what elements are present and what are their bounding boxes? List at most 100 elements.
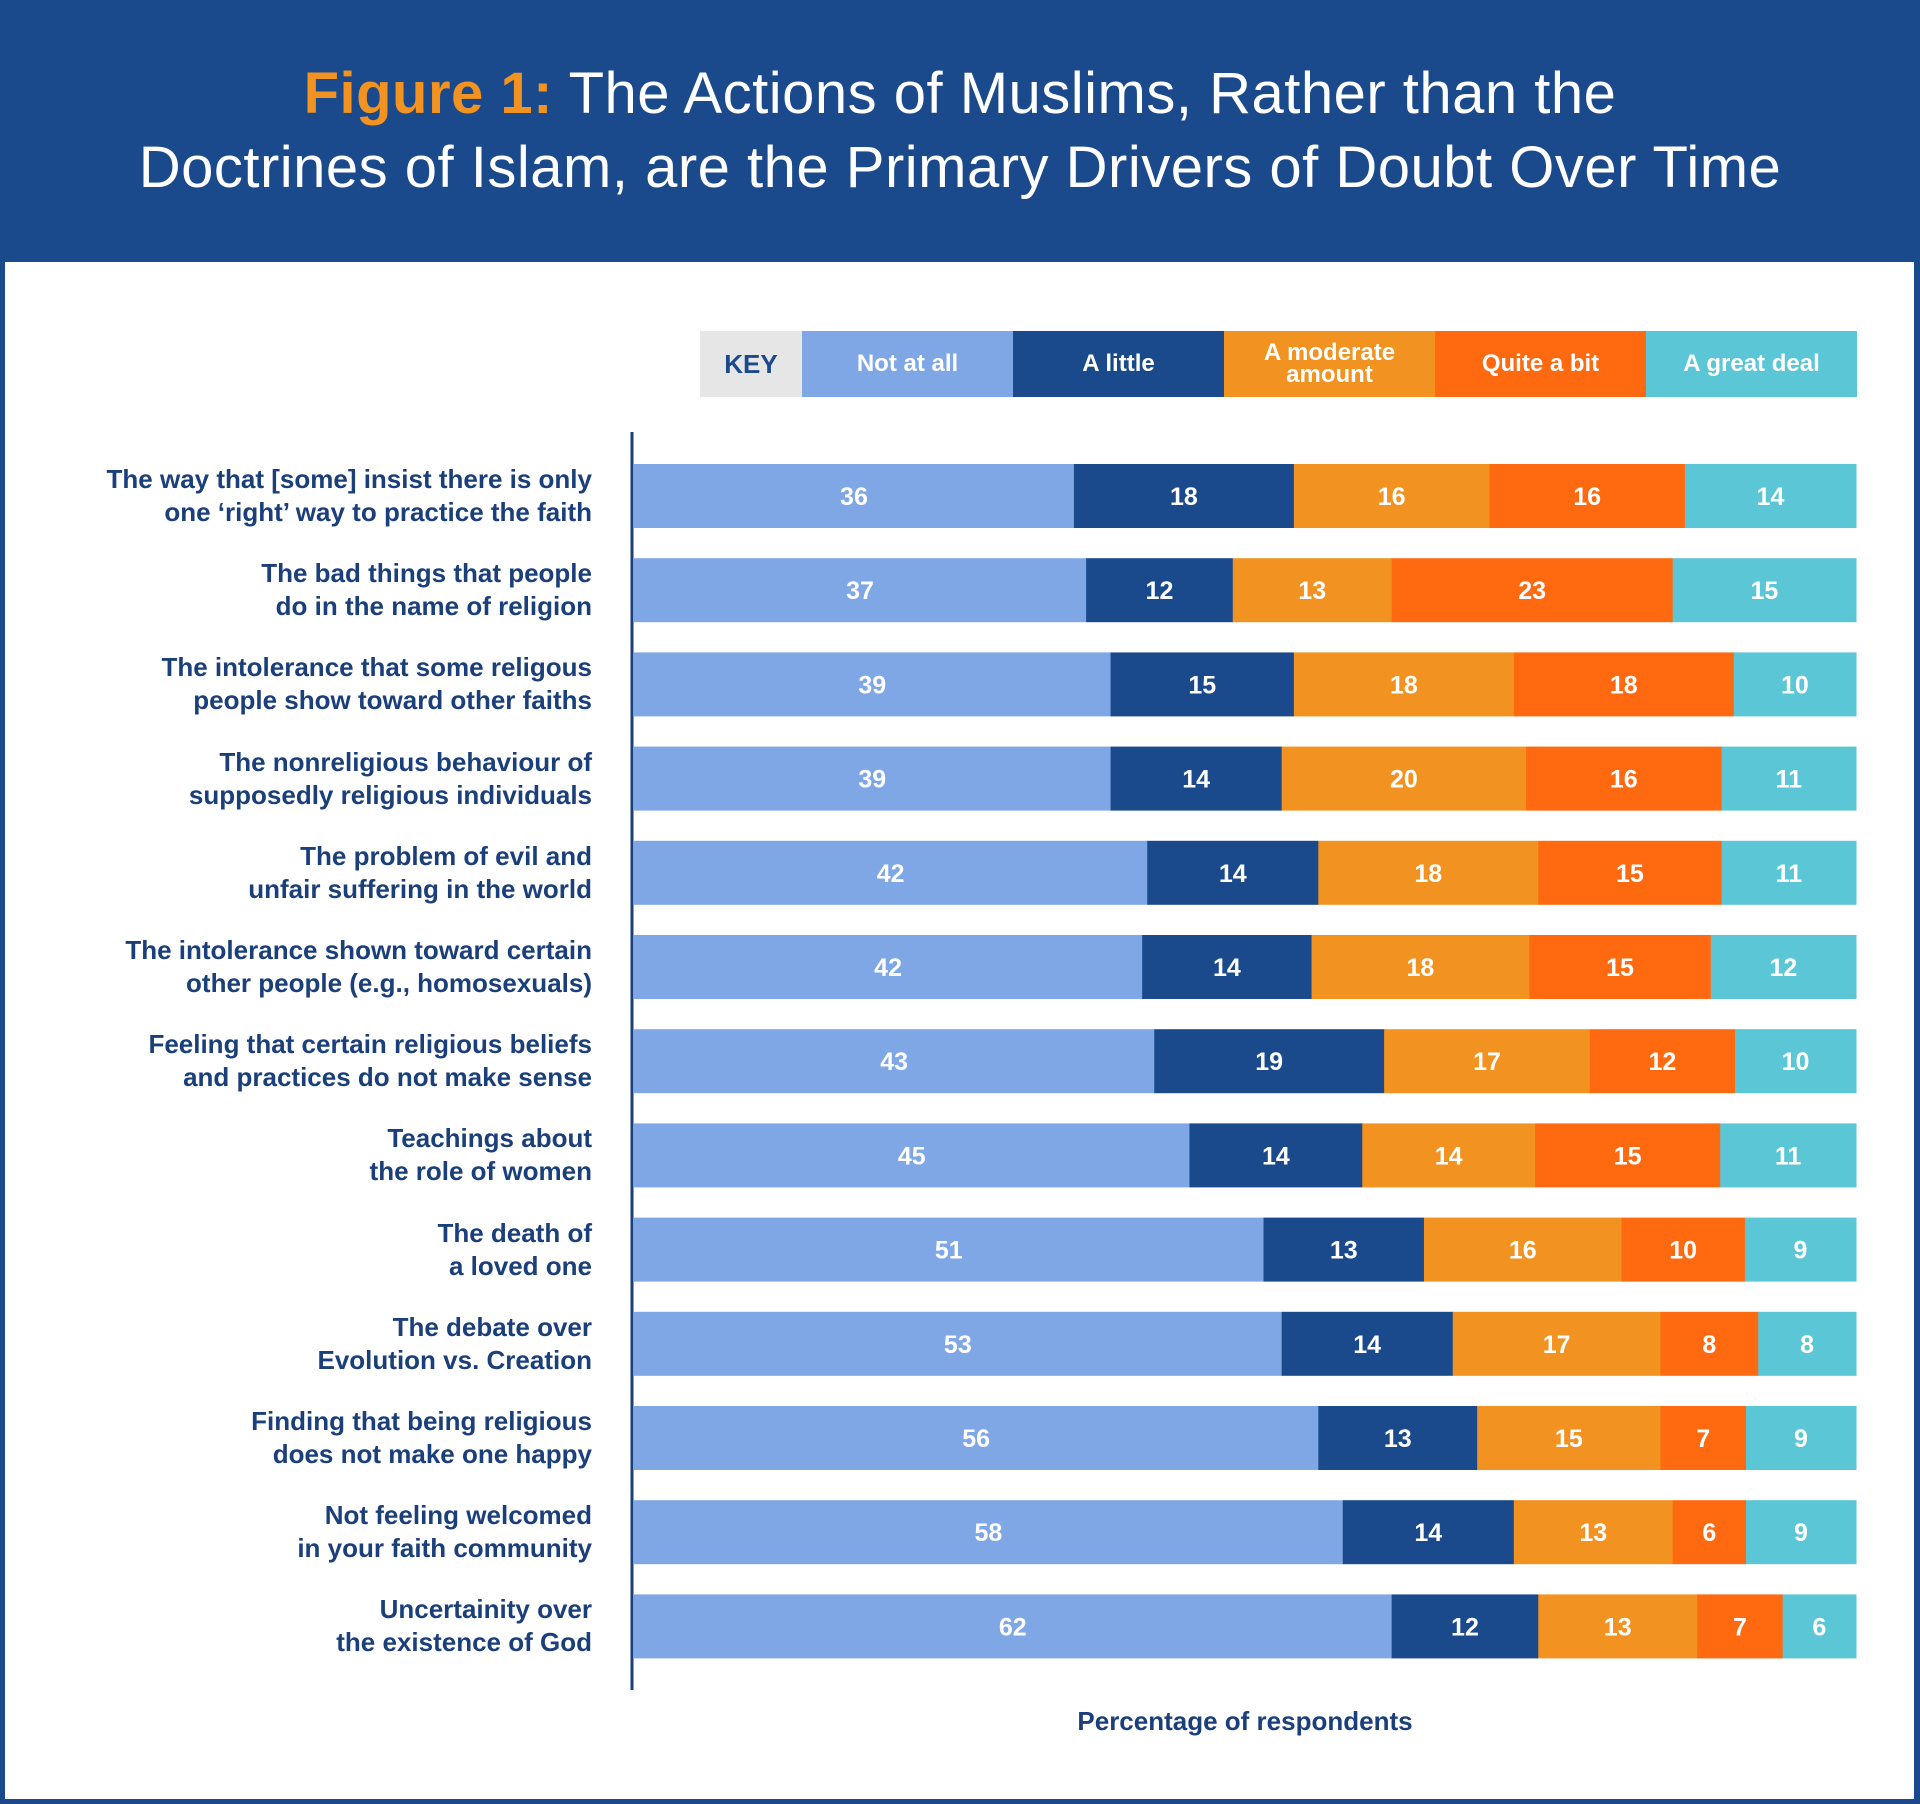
category-label-line: The death of <box>437 1217 592 1248</box>
data-label: 14 <box>1182 766 1210 794</box>
bar-segment-a-little <box>1142 935 1313 999</box>
bar-segment-a-great-deal <box>1721 746 1857 811</box>
data-label: 7 <box>1696 1425 1710 1453</box>
bar-segment-a-little <box>1086 558 1234 623</box>
data-label: 15 <box>1606 954 1634 982</box>
legend-item-quite-a-bit: Quite a bit <box>1435 331 1646 397</box>
data-label: 18 <box>1407 954 1435 982</box>
data-label: 15 <box>1750 577 1778 605</box>
category-label: The way that [some] insist there is only… <box>40 463 592 529</box>
data-label: 15 <box>1616 860 1644 888</box>
category-label: The intolerance that some religous people… <box>40 651 592 717</box>
bar-segment-not-at-all <box>634 558 1087 623</box>
data-label: 20 <box>1390 766 1418 794</box>
bar-segment-a-great-deal <box>1746 1500 1857 1565</box>
data-label: 16 <box>1610 766 1638 794</box>
bar-segment-a-great-deal <box>1721 840 1857 905</box>
category-label-line: Evolution vs. Creation <box>317 1344 593 1375</box>
legend-key-label: KEY <box>700 331 802 397</box>
title-text-line-1: The Actions of Muslims, Rather than the <box>568 61 1617 126</box>
category-label-line: Not feeling welcomed <box>324 1500 592 1531</box>
bar-segment-quite-a-bit <box>1672 1500 1747 1565</box>
category-label: Uncertainity over the existence of God <box>40 1593 592 1659</box>
bar-segment-a-great-deal <box>1710 935 1857 999</box>
bar-segment-quite-a-bit <box>1535 1123 1721 1188</box>
bar-segment-a-moderate-amount <box>1293 652 1515 717</box>
legend-item-a-moderate-amount: A moderate amount <box>1224 331 1435 397</box>
category-label-line: in your faith community <box>297 1533 592 1564</box>
bar-segment-not-at-all <box>634 1500 1344 1565</box>
category-label-line: The bad things that people <box>261 558 592 589</box>
bar-segment-not-at-all <box>634 1311 1283 1376</box>
category-label-line: The nonreligious behaviour of <box>219 746 592 777</box>
bar-segment-a-great-deal <box>1672 558 1857 623</box>
data-label: 53 <box>944 1331 972 1359</box>
data-label: 16 <box>1509 1237 1537 1265</box>
data-label: 15 <box>1555 1425 1583 1453</box>
bar-segment-quite-a-bit <box>1660 1311 1759 1376</box>
bar-segment-a-moderate-amount <box>1311 935 1530 999</box>
data-label: 9 <box>1794 1519 1808 1547</box>
category-label-line: other people (e.g., homosexuals) <box>186 968 592 998</box>
category-label: Finding that being religious does not mak… <box>40 1405 592 1471</box>
bar-segment-a-little <box>1110 746 1283 811</box>
data-label: 17 <box>1543 1331 1571 1359</box>
data-label: 36 <box>840 483 868 511</box>
data-label: 10 <box>1669 1237 1697 1265</box>
data-label: 12 <box>1769 954 1797 982</box>
category-label-line: The problem of evil and <box>300 840 592 871</box>
bar-segment-quite-a-bit <box>1489 464 1686 528</box>
title-text-line-2: Doctrines of Islam, are the Primary Driv… <box>138 135 1782 200</box>
data-label: 14 <box>1219 860 1247 888</box>
data-label: 42 <box>874 954 902 982</box>
data-label: 37 <box>846 577 874 605</box>
data-label: 43 <box>880 1048 908 1076</box>
data-label: 13 <box>1579 1519 1607 1547</box>
data-label: 23 <box>1518 577 1546 605</box>
category-label-line: do in the name of religion <box>275 591 592 622</box>
data-label: 18 <box>1170 483 1198 511</box>
data-label: 13 <box>1330 1237 1358 1265</box>
data-label: 18 <box>1390 671 1418 699</box>
bar-segment-quite-a-bit <box>1660 1406 1747 1470</box>
bar-segment-a-little <box>1263 1217 1425 1282</box>
legend-item-not-at-all: Not at all <box>802 331 1013 397</box>
data-label: 62 <box>999 1613 1027 1641</box>
data-label: 13 <box>1298 577 1326 605</box>
bar-segment-a-little <box>1110 652 1295 717</box>
bar-segment-a-little <box>1281 1311 1454 1376</box>
bar-segment-not-at-all <box>634 1594 1393 1659</box>
data-label: 19 <box>1255 1048 1283 1076</box>
data-label: 9 <box>1794 1237 1808 1265</box>
bar-segment-a-great-deal <box>1744 1217 1857 1282</box>
data-label: 14 <box>1353 1331 1381 1359</box>
bar-segment-not-at-all <box>634 746 1112 811</box>
data-label: 12 <box>1649 1048 1677 1076</box>
data-label: 42 <box>877 860 905 888</box>
bar-segment-not-at-all <box>634 1029 1155 1094</box>
category-label: The debate over Evolution vs. Creation <box>40 1311 593 1377</box>
bar-segment-a-moderate-amount <box>1513 1500 1674 1565</box>
category-label: The nonreligious behaviour of supposedly … <box>40 746 592 812</box>
data-label: 14 <box>1435 1142 1463 1170</box>
bar-segment-a-great-deal <box>1758 1311 1857 1376</box>
bar-segment-not-at-all <box>634 1217 1265 1282</box>
bar-segment-a-great-deal <box>1746 1406 1857 1470</box>
legend: KEY Not at all A little A moderate amoun… <box>700 331 1857 397</box>
data-label: 14 <box>1262 1142 1290 1170</box>
bar-segment-a-moderate-amount <box>1232 558 1393 623</box>
data-label: 18 <box>1610 671 1638 699</box>
bar-segment-a-little <box>1189 1123 1363 1188</box>
data-label: 12 <box>1451 1613 1479 1641</box>
bar-segment-a-great-deal <box>1684 464 1857 528</box>
data-label: 14 <box>1213 954 1241 982</box>
data-label: 58 <box>974 1519 1002 1547</box>
data-label: 56 <box>962 1425 990 1453</box>
bar-segment-quite-a-bit <box>1538 840 1723 905</box>
category-label: The death of a loved one <box>40 1217 592 1283</box>
chart-title-line-1: Figure 1: The Actions of Muslims, Rather… <box>304 57 1617 131</box>
data-label: 10 <box>1782 1048 1810 1076</box>
legend-item-a-great-deal: A great deal <box>1646 331 1857 397</box>
bar-segment-quite-a-bit <box>1621 1217 1746 1282</box>
